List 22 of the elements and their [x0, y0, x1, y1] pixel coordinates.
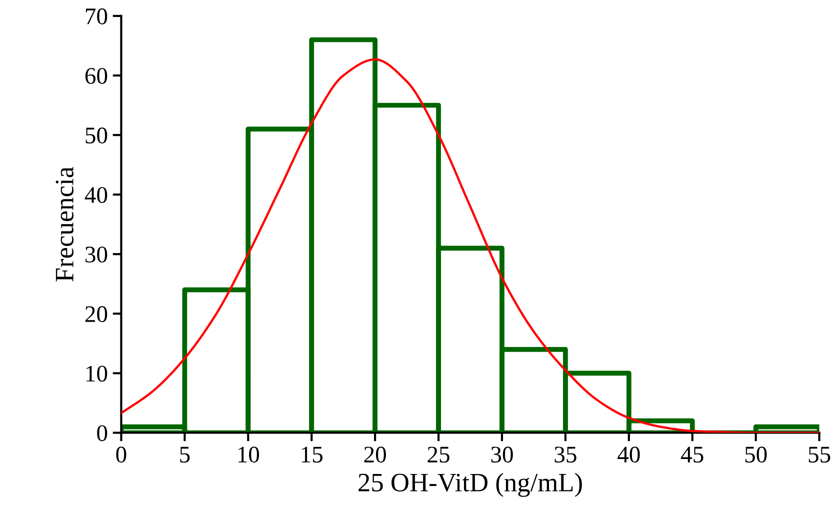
x-tick-label: 25	[428, 446, 450, 463]
x-tick-label: 10	[238, 446, 260, 463]
x-tick-label: 5	[180, 446, 190, 463]
y-tick-label: 50	[86, 128, 108, 144]
x-tick-label: 0	[116, 446, 126, 463]
x-tick-label: 40	[618, 446, 640, 463]
x-tick-label: 30	[491, 446, 513, 463]
y-tick-label: 20	[85, 306, 108, 322]
y-tick-label: 40	[84, 187, 108, 203]
x-tick-label: 50	[745, 446, 767, 463]
x-tick-label: 35	[554, 446, 576, 463]
x-tick-label: 15	[302, 446, 322, 463]
x-tick-label: 45	[681, 446, 704, 463]
y-tick-label: 0	[97, 425, 108, 442]
y-tick-label: 60	[85, 68, 108, 84]
x-axis-title: 25 OH-VitD (ng/mL)	[358, 472, 582, 497]
x-tick-label: 20	[364, 446, 386, 463]
y-tick-label: 30	[86, 246, 108, 263]
y-tick-label: 10	[86, 366, 108, 382]
y-tick-label: 70	[86, 8, 108, 24]
x-tick-label: 55	[808, 446, 830, 463]
y-axis-title: Frecuencia	[56, 166, 74, 282]
